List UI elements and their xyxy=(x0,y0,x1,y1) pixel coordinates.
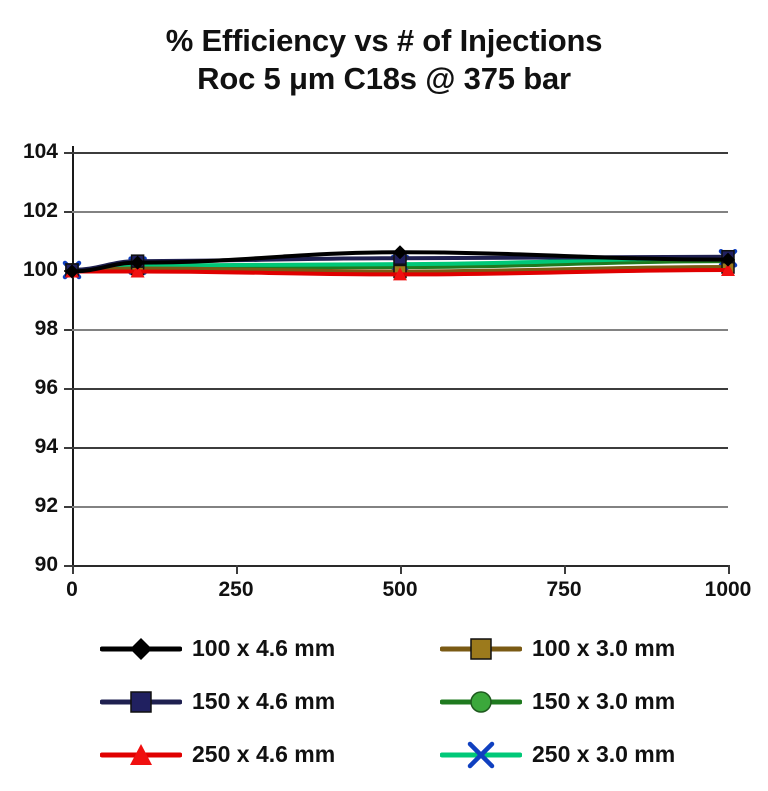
x-tick-label-500: 500 xyxy=(382,578,418,601)
x-tick-mark-250 xyxy=(236,565,238,574)
legend-label: 250 x 4.6 mm xyxy=(192,741,336,767)
x-tick-label-1000: 1000 xyxy=(704,578,752,601)
y-tick-mark-90 xyxy=(64,565,73,567)
gridline-y-104 xyxy=(72,152,728,154)
legend-label: 250 x 3.0 mm xyxy=(532,741,676,767)
chart-title-line-2: Roc 5 μm C18s @ 375 bar xyxy=(197,61,571,96)
legend-label: 100 x 3.0 mm xyxy=(532,635,676,661)
y-tick-label-94: 94 xyxy=(34,435,58,458)
x-tick-mark-500 xyxy=(400,565,402,574)
x-tick-label-250: 250 xyxy=(218,578,254,601)
gridline-y-96 xyxy=(72,388,728,390)
legend-label: 150 x 4.6 mm xyxy=(192,688,336,714)
plot-area xyxy=(62,152,738,565)
y-tick-label-96: 96 xyxy=(34,376,58,399)
y-tick-mark-94 xyxy=(64,447,73,449)
y-tick-label-98: 98 xyxy=(34,317,58,340)
legend-label: 100 x 4.6 mm xyxy=(192,635,336,661)
chart-title-line-1: % Efficiency vs # of Injections xyxy=(165,23,603,58)
y-tick-label-100: 100 xyxy=(22,258,58,281)
y-axis-line xyxy=(72,146,74,571)
x-tick-label-750: 750 xyxy=(546,578,582,601)
legend-swatch-triangle-icon xyxy=(100,743,182,765)
y-tick-mark-96 xyxy=(64,388,73,390)
legend-entry-150-x-4-6-mm[interactable]: 150 x 4.6 mm xyxy=(100,685,440,719)
series-line xyxy=(70,256,730,272)
legend-entry-100-x-4-6-mm[interactable]: 100 x 4.6 mm xyxy=(100,632,440,666)
y-tick-mark-104 xyxy=(64,152,73,154)
y-tick-label-92: 92 xyxy=(34,494,58,517)
chart-legend: 100 x 4.6 mm 100 x 3.0 mm 150 x 4.6 mm 150 … xyxy=(100,622,700,781)
data-point xyxy=(393,267,407,281)
legend-label: 150 x 3.0 mm xyxy=(532,688,676,714)
x-tick-mark-0 xyxy=(72,565,74,574)
data-point xyxy=(393,245,407,260)
legend-swatch-x-icon xyxy=(440,741,522,768)
series-layer xyxy=(62,245,738,281)
y-tick-mark-102 xyxy=(64,211,73,213)
legend-entry-150-x-3-0-mm[interactable]: 150 x 3.0 mm xyxy=(440,685,740,719)
gridline-y-98 xyxy=(72,329,728,331)
gridline-y-94 xyxy=(72,447,728,449)
x-tick-label-0: 0 xyxy=(66,578,78,601)
y-tick-mark-92 xyxy=(64,506,73,508)
series-line xyxy=(70,250,730,274)
gridline-y-102 xyxy=(72,211,728,213)
y-tick-label-102: 102 xyxy=(22,199,58,222)
legend-swatch-circle-icon xyxy=(440,690,522,713)
legend-entry-250-x-4-6-mm[interactable]: 250 x 4.6 mm xyxy=(100,738,440,772)
y-tick-label-90: 90 xyxy=(34,553,58,576)
data-point xyxy=(721,263,735,276)
legend-swatch-square-icon xyxy=(100,690,182,713)
series-100-x-4-6-mm xyxy=(65,245,735,279)
chart-title: % Efficiency vs # of Injections Roc 5 μm… xyxy=(0,22,768,98)
y-tick-label-104: 104 xyxy=(22,140,58,163)
y-tick-mark-98 xyxy=(64,329,73,331)
legend-swatch-square-icon xyxy=(440,637,522,660)
x-tick-mark-1000 xyxy=(728,565,730,574)
data-point xyxy=(130,264,145,278)
series-line xyxy=(70,265,730,274)
series-line xyxy=(70,268,730,277)
legend-entry-100-x-3-0-mm[interactable]: 100 x 3.0 mm xyxy=(440,632,740,666)
data-point xyxy=(65,264,79,279)
x-tick-mark-750 xyxy=(564,565,566,574)
data-point xyxy=(130,255,145,270)
legend-entry-250-x-3-0-mm[interactable]: 250 x 3.0 mm xyxy=(440,738,740,772)
gridline-y-92 xyxy=(72,506,728,508)
legend-swatch-diamond-icon xyxy=(100,637,182,660)
